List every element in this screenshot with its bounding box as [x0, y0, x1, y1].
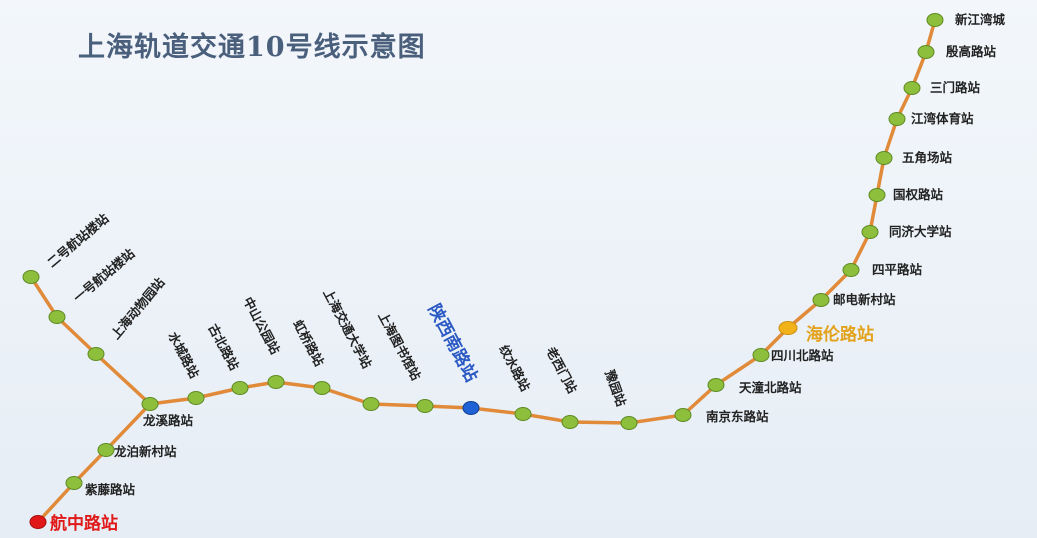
- station-dot-ziteng[interactable]: [65, 476, 83, 490]
- station-dot-t1[interactable]: [48, 310, 66, 324]
- station-label-sichuanbeilu: 四川北路站: [771, 348, 834, 363]
- station-label-t1: 一号航站楼站: [70, 245, 137, 305]
- station-dot-nanjingdonglu[interactable]: [674, 408, 692, 422]
- station-dot-sanmenlu[interactable]: [903, 81, 921, 95]
- station-dot-yingaolu[interactable]: [917, 45, 935, 59]
- station-dot-hangzhonglu[interactable]: [29, 515, 47, 529]
- station-dots: [22, 13, 944, 529]
- station-label-jiaotongdaxue: 上海交通大学站: [320, 286, 375, 371]
- station-label-nanjingdonglu: 南京东路站: [706, 409, 769, 424]
- station-dot-xintiandi[interactable]: [514, 407, 532, 421]
- station-dot-shuichenglu[interactable]: [187, 391, 205, 405]
- station-label-sanmenlu: 三门路站: [930, 80, 981, 95]
- station-label-longxilu: 龙溪路站: [142, 413, 194, 428]
- station-dot-shaanxinanlu[interactable]: [462, 401, 480, 415]
- station-dot-longboxincun[interactable]: [97, 443, 115, 457]
- station-dot-yuyuan[interactable]: [620, 416, 638, 430]
- station-label-youdianxincun: 邮电新村站: [833, 292, 896, 307]
- station-dot-jiangwantiyuchang[interactable]: [888, 112, 906, 126]
- station-dot-shanghaitushuguan[interactable]: [416, 399, 434, 413]
- station-label-tongjidaxue: 同济大学站: [889, 224, 952, 239]
- station-label-shuichenglu: 水城路站: [165, 329, 202, 381]
- station-dot-guoquanlu[interactable]: [868, 188, 886, 202]
- station-label-guoquanlu: 国权路站: [893, 187, 944, 202]
- station-dot-tongjidaxue[interactable]: [861, 225, 879, 239]
- station-dot-dongwuyuan[interactable]: [87, 347, 105, 361]
- station-label-hongqiaolu: 虹桥路站: [290, 317, 327, 369]
- station-label-xinjiangwancheng: 新江湾城: [955, 12, 1006, 27]
- station-label-shaanxinanlu: 陕西南路站: [424, 300, 482, 385]
- station-label-ziteng: 紫藤路站: [85, 482, 136, 497]
- station-dot-jiaotongdaxue[interactable]: [362, 397, 380, 411]
- station-label-t2: 二号航站楼站: [44, 210, 111, 270]
- station-label-laoximen: 老西门站: [543, 343, 580, 396]
- station-label-longboxincun: 龙泊新村站: [113, 444, 177, 459]
- station-dot-sichuanbeilu[interactable]: [752, 348, 770, 362]
- station-label-shanghaitushuguan: 上海图书馆站: [375, 309, 424, 383]
- station-dot-youdianxincun[interactable]: [812, 293, 830, 307]
- diagram-title: 上海轨道交通10号线示意图: [78, 31, 426, 63]
- line-10-airport-branch-track: [29, 275, 152, 406]
- station-label-wujiaochang: 五角场站: [902, 150, 953, 165]
- station-label-hailunlu: 海伦路站: [806, 324, 874, 345]
- station-label-dongwuyuan: 上海动物园站: [108, 274, 168, 341]
- station-dot-hailunlu[interactable]: [778, 321, 798, 335]
- station-dot-tiantongbeilu[interactable]: [707, 378, 725, 392]
- station-label-zhongshangongyuan: 中山公园站: [240, 294, 283, 357]
- station-label-tiantongbeilu: 天潼北路站: [739, 380, 802, 395]
- station-dot-wujiaochang[interactable]: [875, 151, 893, 165]
- station-label-yingaolu: 殷高路站: [946, 44, 997, 59]
- station-label-sipinglu: 四平路站: [872, 262, 923, 277]
- station-label-yuyuan: 豫园站: [602, 368, 629, 409]
- station-dot-sipinglu[interactable]: [842, 263, 860, 277]
- station-dot-xinjiangwancheng[interactable]: [926, 13, 944, 27]
- station-label-gubeilu: 古北路站: [205, 321, 242, 373]
- station-dot-laoximen[interactable]: [561, 415, 579, 429]
- station-dot-gubeilu[interactable]: [231, 381, 249, 395]
- station-label-jiangwantiyuchang: 江湾体育站: [911, 111, 974, 126]
- station-dot-longxilu[interactable]: [141, 397, 159, 411]
- station-dot-t2[interactable]: [22, 270, 40, 284]
- station-label-hangzhonglu: 航中路站: [50, 513, 118, 534]
- station-dot-hongqiaolu[interactable]: [313, 381, 331, 395]
- station-dot-zhongshangongyuan[interactable]: [267, 375, 285, 389]
- station-label-xintiandi: 纹水路站: [496, 342, 533, 394]
